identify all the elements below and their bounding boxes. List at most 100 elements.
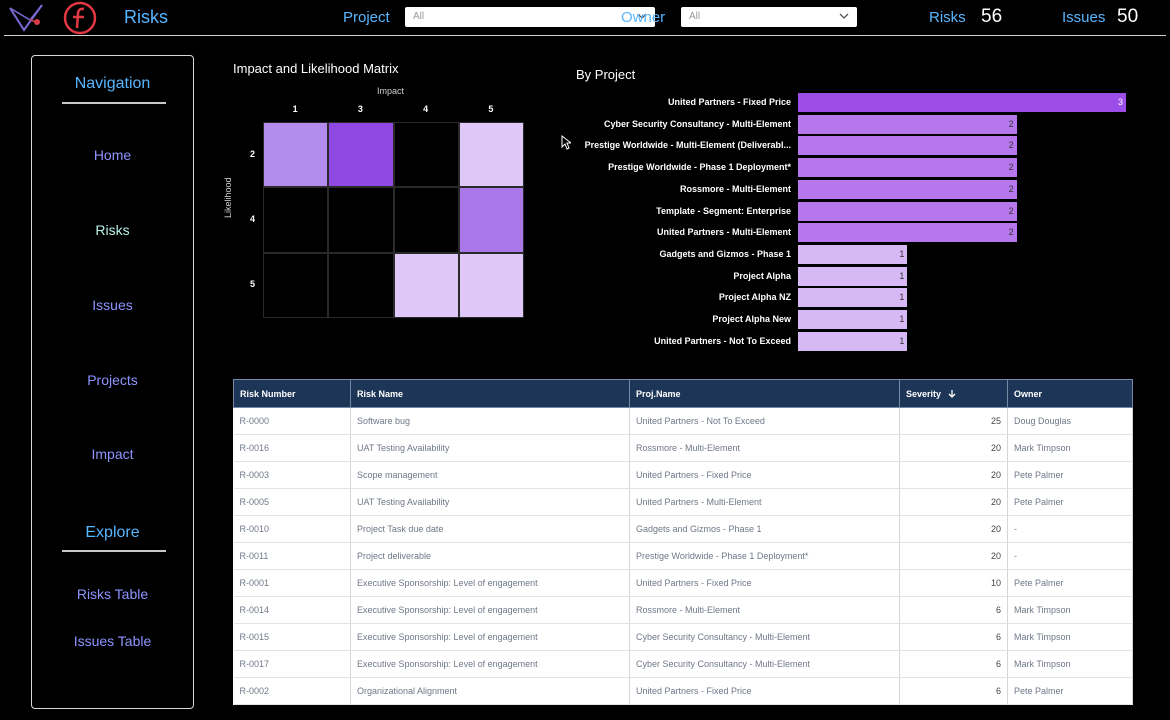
cell-severity: 20 (899, 488, 1008, 516)
bar[interactable] (798, 331, 908, 351)
impact-likelihood-matrix (263, 122, 524, 318)
cell-severity: 10 (899, 569, 1008, 597)
cell-risk-number: R-0014 (233, 596, 351, 624)
nav-item-projects[interactable]: Projects (87, 372, 138, 388)
cell-severity: 25 (899, 407, 1008, 435)
nav-item-impact[interactable]: Impact (91, 446, 134, 462)
nav-item-home[interactable]: Home (93, 147, 132, 163)
bar[interactable] (798, 288, 908, 308)
bar[interactable] (798, 158, 1017, 178)
table-row[interactable]: R-0005 UAT Testing Availability United Par… (233, 488, 1133, 516)
bar-category-label: Prestige Worldwide - Multi-Element (Deli… (584, 140, 791, 151)
table-body: R-0000 Software bug United Partners - Not … (233, 407, 1133, 705)
matrix-impact-label: 5 (488, 104, 494, 114)
cell-risk-name: Organizational Alignment (350, 677, 630, 705)
issues-kpi-label: Issues (1062, 9, 1106, 26)
explore-item-issues-table[interactable]: Issues Table (73, 633, 152, 649)
matrix-cell[interactable] (458, 122, 524, 188)
explore-divider (62, 550, 166, 552)
table-row[interactable]: R-0003 Scope management United Partners - … (233, 461, 1133, 489)
matrix-cell[interactable] (393, 187, 459, 253)
bar-value-label: 1 (899, 292, 905, 303)
nav-item-issues[interactable]: Issues (92, 297, 133, 313)
bar[interactable] (798, 136, 1017, 156)
matrix-impact-label: 3 (357, 104, 363, 114)
column-header-project-name[interactable]: Proj.Name (629, 379, 900, 408)
cell-owner: Pete Palmer (1007, 677, 1133, 705)
cell-risk-number: R-0010 (233, 515, 351, 543)
bar[interactable] (798, 310, 908, 329)
matrix-cell[interactable] (328, 122, 394, 188)
column-header-risk-name[interactable]: Risk Name (350, 379, 630, 408)
cell-severity: 20 (899, 461, 1008, 489)
cell-risk-number: R-0017 (233, 650, 351, 678)
project-filter-select[interactable]: All (405, 7, 655, 27)
explore-heading: Explore (85, 524, 140, 541)
matrix-cell[interactable] (393, 122, 459, 188)
bar[interactable] (798, 179, 1017, 199)
cell-owner: Doug Douglas (1007, 407, 1133, 435)
column-header-owner[interactable]: Owner (1007, 379, 1133, 408)
matrix-cell[interactable] (458, 252, 524, 318)
cell-severity: 6 (899, 677, 1008, 705)
bar-value-label: 2 (1008, 162, 1014, 173)
bar-value-label: 2 (1008, 227, 1014, 238)
cell-risk-name: Executive Sponsorship: Level of engageme… (350, 596, 630, 624)
nav-item-risks[interactable]: Risks (95, 222, 130, 238)
cell-risk-name: UAT Testing Availability (350, 488, 630, 516)
brand-logo-icon (63, 1, 97, 35)
table-row[interactable]: R-0002 Organizational Alignment United Par… (233, 677, 1133, 705)
matrix-cell[interactable] (458, 187, 524, 253)
table-row[interactable]: R-0010 Project Task due date Gadgets and G… (233, 515, 1133, 543)
table-row[interactable]: R-0017 Executive Sponsorship: Level of en… (233, 650, 1133, 678)
cell-owner: Pete Palmer (1007, 488, 1133, 516)
matrix-cell[interactable] (328, 187, 394, 253)
table-row[interactable]: R-0016 UAT Testing Availability Rossmore -… (233, 434, 1133, 462)
bar[interactable] (798, 266, 908, 286)
table-row[interactable]: R-0015 Executive Sponsorship: Level of en… (233, 623, 1133, 651)
cell-risk-number: R-0001 (233, 569, 351, 597)
bar[interactable] (798, 201, 1017, 221)
explore-item-risks-table[interactable]: Risks Table (76, 586, 149, 602)
bar[interactable] (798, 114, 1017, 134)
cell-owner: Mark Timpson (1007, 434, 1133, 462)
matrix-cell[interactable] (328, 252, 394, 318)
table-row[interactable]: R-0001 Executive Sponsorship: Level of en… (233, 569, 1133, 597)
cell-owner: Mark Timpson (1007, 596, 1133, 624)
chevron-down-icon (839, 13, 849, 19)
bar-category-label: Project Alpha (733, 270, 791, 281)
column-header-severity[interactable]: Severity (899, 379, 1008, 408)
table-row[interactable]: R-0011 Project deliverable Prestige Worldw… (233, 542, 1133, 570)
bar-value-label: 2 (1008, 140, 1014, 151)
cell-owner: Pete Palmer (1007, 569, 1133, 597)
table-row[interactable]: R-0000 Software bug United Partners - Not … (233, 407, 1133, 435)
cell-severity: 6 (899, 623, 1008, 651)
app-title: Risks (124, 7, 168, 27)
cell-risk-number: R-0005 (233, 488, 351, 516)
header-divider (4, 35, 1166, 36)
column-header-risk-number[interactable]: Risk Number (233, 379, 351, 408)
bar[interactable] (798, 244, 908, 264)
severity-header-label: Severity (906, 388, 942, 399)
cell-project-name: United Partners - Fixed Price (629, 569, 900, 597)
cell-risk-name: Executive Sponsorship: Level of engageme… (350, 569, 630, 597)
matrix-cell[interactable] (263, 187, 329, 253)
bar-category-label: Cyber Security Consultancy - Multi-Eleme… (603, 118, 791, 129)
owner-filter-select[interactable]: All (681, 7, 857, 27)
cell-risk-number: R-0011 (233, 542, 351, 570)
matrix-cell[interactable] (393, 252, 459, 318)
bar-category-label: Gadgets and Gizmos - Phase 1 (659, 248, 791, 259)
bar[interactable] (798, 223, 1017, 243)
cell-project-name: United Partners - Multi-Element (629, 488, 900, 516)
matrix-cell[interactable] (263, 252, 329, 318)
table-row[interactable]: R-0014 Executive Sponsorship: Level of en… (233, 596, 1133, 624)
risks-kpi-value: 56 (981, 6, 1003, 27)
matrix-likelihood-label: 5 (250, 279, 256, 290)
matrix-cell[interactable] (263, 122, 329, 188)
bar-category-label: Project Alpha New (712, 314, 791, 324)
matrix-title: Impact and Likelihood Matrix (233, 61, 399, 76)
bar[interactable] (798, 93, 1126, 112)
cell-risk-number: R-0000 (233, 407, 351, 435)
matrix-likelihood-label: 4 (250, 213, 256, 224)
risks-kpi-label: Risks (929, 9, 966, 26)
